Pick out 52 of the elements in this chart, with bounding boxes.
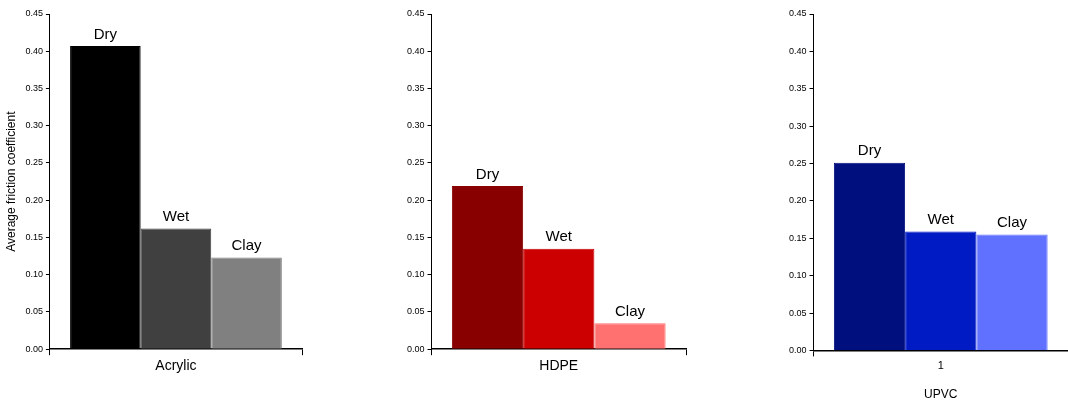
y-tick-label: 0.00 [406, 343, 425, 354]
y-tick-label: 0.15 [25, 231, 43, 242]
x-tick-label: 1 [937, 359, 944, 372]
bar [451, 186, 524, 349]
y-tick-label: 0.30 [406, 120, 425, 131]
x-axis-title: UPVC [924, 387, 958, 402]
bar [211, 257, 282, 349]
y-tick-label: 0.25 [406, 157, 425, 168]
y-tick-label: 0.10 [25, 269, 43, 280]
series-label: Clay [615, 301, 646, 319]
bar [140, 228, 212, 349]
series-label: Wet [545, 227, 573, 245]
y-tick-label: 0.35 [788, 83, 807, 94]
y-tick-label: 0.30 [25, 120, 43, 131]
y-tick-label: 0.15 [406, 231, 425, 242]
y-tick-label: 0.35 [406, 82, 425, 93]
y-tick-label: 0.15 [788, 232, 807, 243]
y-tick-label: 0.30 [788, 120, 807, 131]
y-tick-label: 0.05 [788, 307, 807, 318]
y-tick-label: 0.20 [406, 194, 425, 205]
y-tick-label: 0.10 [788, 270, 807, 281]
series-label: Wet [927, 210, 955, 228]
y-tick-label: 0.35 [25, 82, 43, 93]
series-label: Dry [93, 24, 118, 42]
bar [594, 323, 666, 349]
y-tick-label: 0.45 [25, 8, 43, 19]
series-label: Dry [857, 141, 882, 159]
y-tick-label: 0.00 [788, 344, 807, 355]
y-tick-label: 0.40 [788, 45, 807, 56]
y-axis-title: Average friction coefficient [3, 110, 18, 252]
series-label: Clay [997, 213, 1028, 231]
series-label: Wet [162, 207, 190, 225]
bar [905, 231, 977, 350]
y-tick-label: 0.10 [406, 269, 425, 280]
bar [833, 162, 906, 350]
x-tick-label: Acrylic [155, 357, 197, 374]
y-tick-label: 0.40 [406, 45, 425, 56]
y-tick-label: 0.45 [406, 8, 425, 19]
y-tick-label: 0.20 [25, 194, 43, 205]
y-tick-label: 0.05 [25, 306, 43, 317]
y-tick-label: 0.20 [788, 195, 807, 206]
x-tick-label: HDPE [539, 357, 579, 374]
series-label: Dry [475, 164, 500, 182]
y-tick-label: 0.40 [25, 45, 43, 56]
y-tick-label: 0.05 [406, 306, 425, 317]
y-tick-label: 0.45 [788, 8, 807, 19]
bar [523, 248, 595, 349]
bar [976, 234, 1048, 350]
y-tick-label: 0.00 [25, 343, 43, 354]
y-tick-label: 0.25 [788, 158, 807, 168]
y-tick-label: 0.25 [25, 157, 43, 168]
series-label: Clay [231, 236, 263, 254]
